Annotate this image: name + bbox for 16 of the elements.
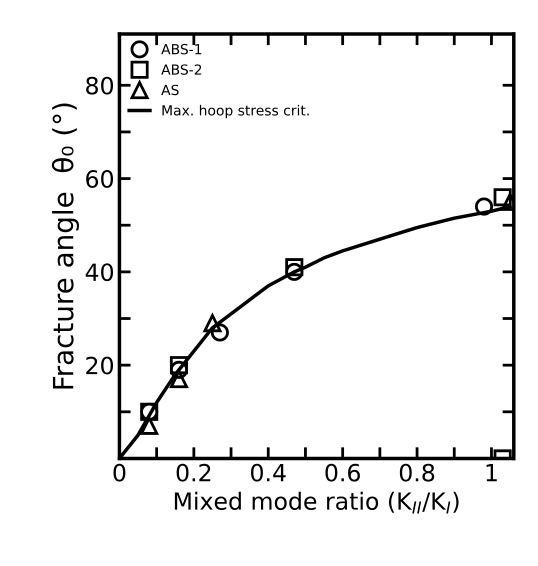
x-tick-label: 0.2 (176, 464, 210, 482)
x-tick-label: 0.8 (400, 464, 434, 482)
legend-label: Max. hoop stress crit. (162, 104, 309, 118)
legend-label: ABS-2 (161, 64, 202, 75)
x-tick-label: 0.4 (251, 464, 286, 482)
x-axis-title: Mixed mode ratio (K$_{II}$/K$_{I}$) (174, 492, 459, 514)
y-tick-label: 80 (86, 76, 114, 95)
y-tick-label: 40 (86, 263, 114, 282)
y-axis-title: Fracture angle θ₀ (°) (52, 104, 79, 389)
y-tick-label: 60 (86, 170, 114, 188)
x-tick-label: 0.6 (325, 464, 360, 482)
legend-label: AS (161, 84, 179, 96)
legend-label: ABS-1 (161, 44, 202, 54)
y-tick-label: 20 (86, 356, 114, 374)
x-tick-label: 0 (113, 464, 126, 482)
x-tick-label: 1 (486, 464, 497, 482)
